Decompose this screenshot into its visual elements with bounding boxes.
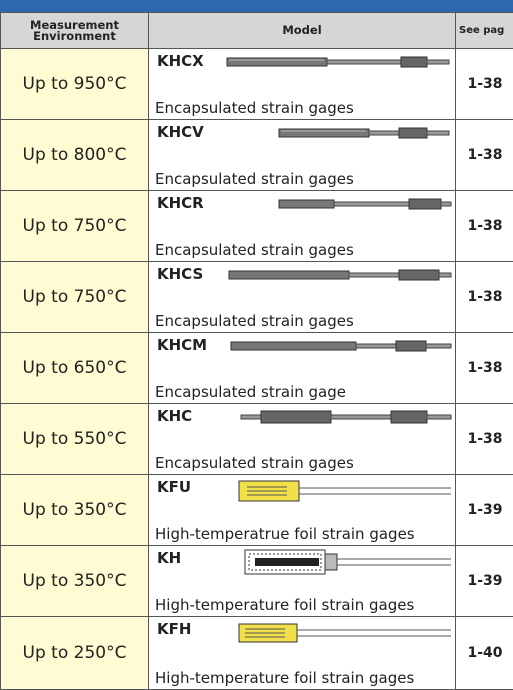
model-cell: KHCR Encapsulated strain gages xyxy=(148,190,456,262)
environment-cell: Up to 750°C xyxy=(0,261,149,333)
model-cell: KFH High-temperature foil strain gages xyxy=(148,616,456,690)
model-description: High-temperature foil strain gages xyxy=(155,669,414,687)
model-description: Encapsulated strain gages xyxy=(155,454,354,472)
page-ref: 1-38 xyxy=(455,190,513,262)
environment-cell: Up to 350°C xyxy=(0,474,149,546)
gage-illustration xyxy=(149,546,455,580)
model-description: Encapsulated strain gages xyxy=(155,99,354,117)
model-description: Encapsulated strain gages xyxy=(155,170,354,188)
environment-cell: Up to 250°C xyxy=(0,616,149,690)
page: Measurement EnvironmentModelSee pag Up to… xyxy=(0,0,513,688)
model-description: Encapsulated strain gages xyxy=(155,241,354,259)
page-ref: 1-38 xyxy=(455,119,513,191)
model-name: KFU xyxy=(157,478,191,496)
model-name: KHC xyxy=(157,407,192,425)
page-ref: 1-39 xyxy=(455,545,513,617)
model-description: High-temperature foil strain gages xyxy=(155,596,414,614)
page-ref: 1-38 xyxy=(455,261,513,333)
model-description: Encapsulated strain gage xyxy=(155,383,346,401)
model-name: KFH xyxy=(157,620,191,638)
model-name: KH xyxy=(157,549,181,567)
header-page: See pag xyxy=(455,12,513,49)
header-model: Model xyxy=(148,12,456,49)
model-description: Encapsulated strain gages xyxy=(155,312,354,330)
model-cell: KHC Encapsulated strain gages xyxy=(148,403,456,475)
model-name: KHCX xyxy=(157,52,204,70)
page-ref: 1-38 xyxy=(455,332,513,404)
model-name: KHCM xyxy=(157,336,207,354)
model-cell: KH High-temperature foil strain gages xyxy=(148,545,456,617)
gage-illustration xyxy=(149,617,455,651)
header-environment: Measurement Environment xyxy=(0,12,149,49)
environment-cell: Up to 950°C xyxy=(0,48,149,120)
environment-cell: Up to 550°C xyxy=(0,403,149,475)
model-cell: KHCV Encapsulated strain gages xyxy=(148,119,456,191)
model-name: KHCV xyxy=(157,123,204,141)
model-cell: KHCM Encapsulated strain gage xyxy=(148,332,456,404)
page-ref: 1-38 xyxy=(455,48,513,120)
environment-cell: Up to 350°C xyxy=(0,545,149,617)
gage-illustration xyxy=(149,404,455,438)
environment-cell: Up to 750°C xyxy=(0,190,149,262)
model-cell: KHCX Encapsulated strain gages xyxy=(148,48,456,120)
page-ref: 1-40 xyxy=(455,616,513,690)
page-ref: 1-39 xyxy=(455,474,513,546)
model-description: High-temperatrue foil strain gages xyxy=(155,525,415,543)
environment-cell: Up to 650°C xyxy=(0,332,149,404)
page-ref: 1-38 xyxy=(455,403,513,475)
environment-cell: Up to 800°C xyxy=(0,119,149,191)
model-cell: KFU High-temperatrue foil strain gages xyxy=(148,474,456,546)
gage-illustration xyxy=(149,475,455,509)
model-name: KHCS xyxy=(157,265,203,283)
model-name: KHCR xyxy=(157,194,204,212)
model-cell: KHCS Encapsulated strain gages xyxy=(148,261,456,333)
